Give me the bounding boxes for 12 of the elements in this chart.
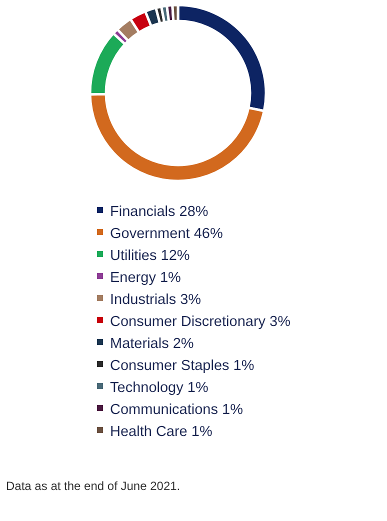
legend-label: Materials 2% — [110, 336, 194, 352]
legend-label: Technology 1% — [110, 380, 208, 396]
legend-label: Government 46% — [110, 226, 223, 242]
legend-label: Industrials 3% — [110, 292, 202, 308]
legend-label: Energy 1% — [110, 270, 182, 286]
legend-label: Consumer Discretionary 3% — [110, 314, 291, 330]
legend-label: Financials 28% — [110, 204, 208, 220]
legend-label: Utilities 12% — [110, 248, 190, 264]
legend-label: Consumer Staples 1% — [110, 358, 254, 374]
legend-label: Communications 1% — [110, 402, 244, 418]
legend-label: Health Care 1% — [110, 424, 212, 440]
text: Data as at the end of June 2021. — [6, 479, 180, 493]
